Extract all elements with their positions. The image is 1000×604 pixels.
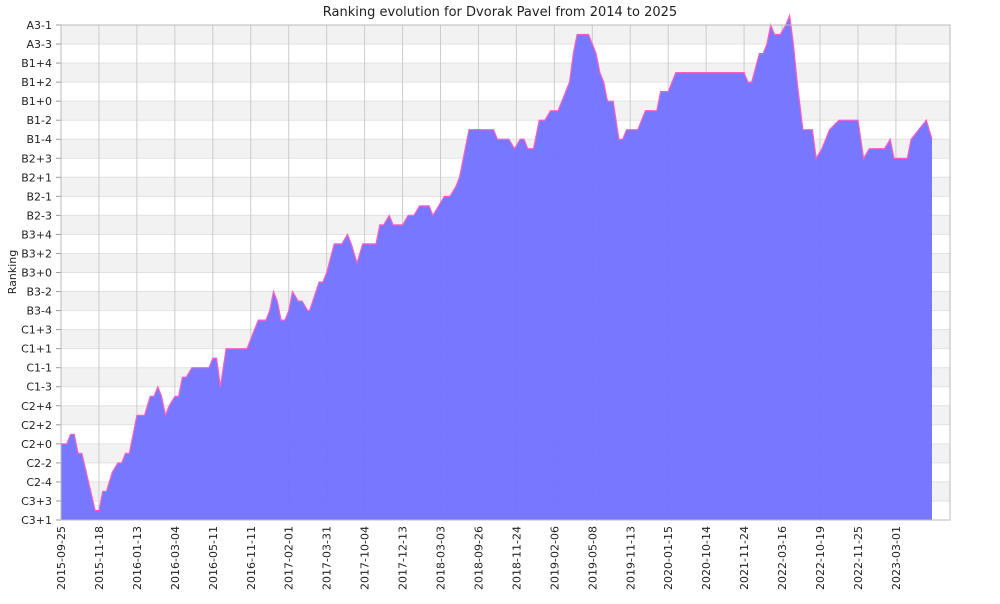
x-tick-label: 2020-01-15	[662, 526, 675, 590]
grid-band	[61, 63, 950, 83]
chart-title: Ranking evolution for Dvorak Pavel from …	[323, 5, 677, 20]
y-tick-label: C1-3	[26, 381, 52, 394]
y-tick-label: C2+2	[21, 419, 52, 432]
y-tick-label: C2+4	[21, 400, 52, 413]
grid-band	[61, 25, 950, 45]
x-tick-label: 2022-11-25	[852, 526, 865, 590]
y-tick-label: B3-2	[26, 286, 52, 299]
x-tick-label: 2017-02-01	[283, 526, 296, 590]
plot-frame	[60, 24, 951, 521]
x-tick-label: 2015-09-25	[55, 526, 68, 590]
series-line	[61, 13, 933, 512]
y-tick-label: A3-3	[27, 38, 53, 51]
x-tick-label: 2023-03-01	[890, 526, 903, 590]
y-tick-label: C3+1	[21, 514, 52, 527]
x-tick-label: 2016-03-04	[169, 526, 182, 590]
y-tick-label: A3-1	[27, 19, 53, 32]
y-tick-label: B1-4	[26, 133, 52, 146]
y-tick-label: B2+1	[21, 171, 52, 184]
y-tick-label: C1+3	[21, 324, 52, 337]
y-tick-label: B2-1	[26, 190, 52, 203]
y-tick-labels: C3+1 C3+3 C2-4 C2-2 C2+0 C2+2 C2+4 C1-3 C1-1 C1+1…	[21, 19, 61, 527]
y-tick-label: C3+3	[21, 495, 52, 508]
y-tick-label: B3-4	[26, 305, 52, 318]
x-tick-label: 2019-11-13	[624, 526, 637, 590]
x-tick-label: 2015-11-18	[93, 526, 106, 590]
series-layer	[61, 13, 933, 520]
y-tick-label: B3+2	[21, 247, 52, 260]
y-tick-label: C2-4	[26, 476, 52, 489]
y-tick-label: B1-2	[26, 114, 52, 127]
y-tick-label: C1+1	[21, 343, 52, 356]
x-tick-label: 2016-01-13	[131, 526, 144, 590]
x-tick-label: 2021-11-24	[738, 526, 751, 590]
x-tick-label: 2017-12-13	[397, 526, 410, 590]
series-area	[61, 15, 932, 520]
x-tick-labels: 2015-09-25 2015-11-18 2016-01-13 2016-03-04…	[55, 526, 903, 590]
x-tick-label: 2018-03-03	[435, 526, 448, 590]
y-tick-label: B3+0	[21, 267, 52, 280]
x-tick-label: 2016-05-11	[207, 526, 220, 590]
x-tick-label: 2022-03-16	[776, 526, 789, 590]
x-tick-label: 2019-02-06	[548, 526, 561, 590]
y-axis-label: Ranking	[6, 250, 19, 295]
y-tick-label: B1+4	[21, 57, 52, 70]
x-tick-label: 2019-05-08	[586, 526, 599, 590]
grid-band	[61, 101, 950, 121]
x-tick-label: 2016-11-11	[245, 526, 258, 590]
y-tick-label: B1+2	[21, 76, 52, 89]
x-tick-label: 2017-03-31	[321, 526, 334, 590]
y-tick-label: B2+3	[21, 152, 52, 165]
y-tick-label: C2+0	[21, 438, 52, 451]
x-tick-label: 2020-10-14	[700, 526, 713, 590]
y-tick-label: C1-1	[26, 362, 52, 375]
x-tick-label: 2022-10-19	[814, 526, 827, 590]
y-tick-label: B2-3	[26, 209, 52, 222]
x-tick-label: 2018-11-24	[510, 526, 523, 590]
y-tick-label: B1+0	[21, 95, 52, 108]
y-tick-label: B3+4	[21, 228, 52, 241]
x-tick-label: 2017-10-04	[359, 526, 372, 590]
x-tick-label: 2018-09-26	[472, 526, 485, 590]
y-tick-label: C2-2	[26, 457, 52, 470]
